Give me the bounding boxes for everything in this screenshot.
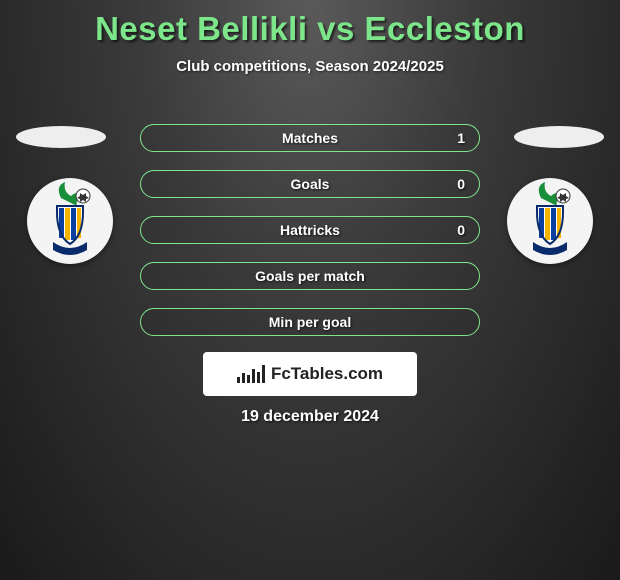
crest-svg <box>507 178 593 264</box>
stat-label: Min per goal <box>269 314 351 330</box>
stat-label: Hattricks <box>280 222 340 238</box>
player-photo-left-placeholder <box>16 126 106 148</box>
club-crest-right <box>500 178 600 264</box>
stat-row-matches: Matches 1 <box>140 124 480 152</box>
stat-row-goals: Goals 0 <box>140 170 480 198</box>
stat-value-right: 1 <box>457 130 465 146</box>
fctables-label: FcTables.com <box>271 364 383 384</box>
stat-label: Goals <box>291 176 330 192</box>
stats-list: Matches 1 Goals 0 Hattricks 0 Goals per … <box>140 124 480 354</box>
club-crest-left <box>20 178 120 264</box>
stat-label: Matches <box>282 130 338 146</box>
crest-svg <box>27 178 113 264</box>
subtitle: Club competitions, Season 2024/2025 <box>0 58 620 75</box>
stat-value-right: 0 <box>457 222 465 238</box>
stat-row-min-per-goal: Min per goal <box>140 308 480 336</box>
chart-icon <box>237 365 265 383</box>
date-label: 19 december 2024 <box>0 408 620 426</box>
player-photo-right-placeholder <box>514 126 604 148</box>
page-title: Neset Bellikli vs Eccleston <box>0 0 620 48</box>
fctables-link[interactable]: FcTables.com <box>203 352 417 396</box>
comparison-card: Neset Bellikli vs Eccleston Club competi… <box>0 0 620 580</box>
stat-row-goals-per-match: Goals per match <box>140 262 480 290</box>
stat-value-right: 0 <box>457 176 465 192</box>
stat-row-hattricks: Hattricks 0 <box>140 216 480 244</box>
stat-label: Goals per match <box>255 268 365 284</box>
